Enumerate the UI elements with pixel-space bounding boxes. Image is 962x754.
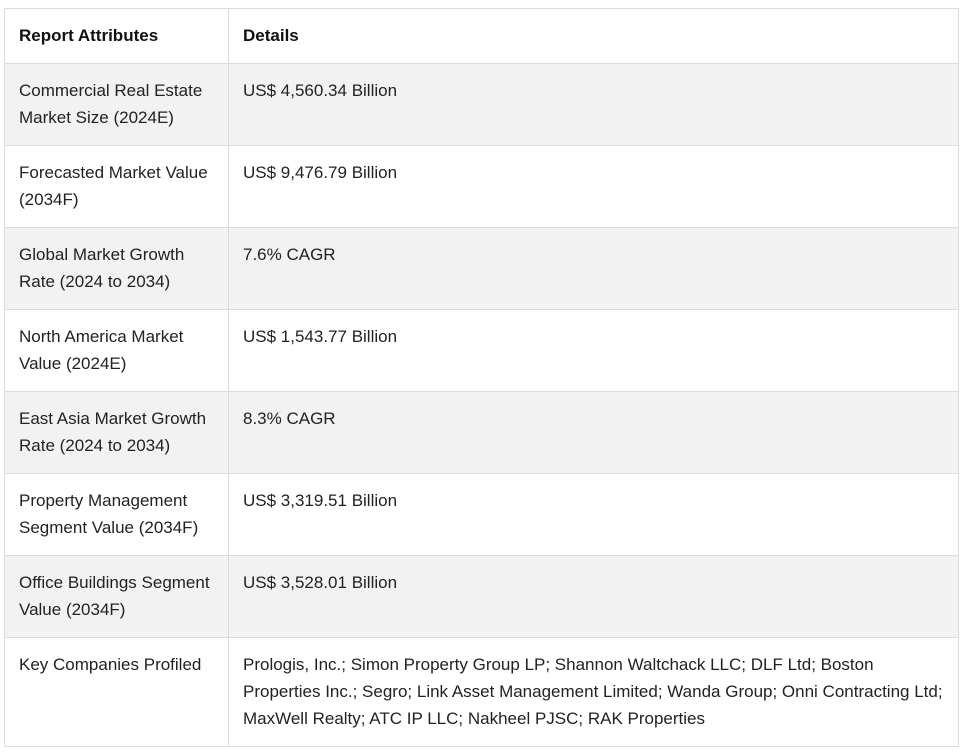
detail-cell: US$ 1,543.77 Billion: [228, 309, 959, 392]
attribute-cell: North America Market Value (2024E): [4, 309, 229, 392]
report-attributes-table: Report Attributes Details Commercial Rea…: [4, 8, 959, 747]
attribute-cell: Forecasted Market Value (2034F): [4, 145, 229, 228]
attribute-cell: Key Companies Profiled: [4, 637, 229, 747]
table-row: Forecasted Market Value (2034F) US$ 9,47…: [4, 145, 959, 228]
attribute-cell: Property Management Segment Value (2034F…: [4, 473, 229, 556]
table-row: Office Buildings Segment Value (2034F) U…: [4, 555, 959, 638]
detail-cell: US$ 3,528.01 Billion: [228, 555, 959, 638]
detail-cell: 7.6% CAGR: [228, 227, 959, 310]
attribute-cell: Commercial Real Estate Market Size (2024…: [4, 63, 229, 146]
table-row: Property Management Segment Value (2034F…: [4, 473, 959, 556]
detail-cell: Prologis, Inc.; Simon Property Group LP;…: [228, 637, 959, 747]
attribute-cell: Office Buildings Segment Value (2034F): [4, 555, 229, 638]
header-details: Details: [228, 8, 959, 64]
table-row: North America Market Value (2024E) US$ 1…: [4, 309, 959, 392]
attribute-cell: East Asia Market Growth Rate (2024 to 20…: [4, 391, 229, 474]
detail-cell: US$ 9,476.79 Billion: [228, 145, 959, 228]
detail-cell: US$ 4,560.34 Billion: [228, 63, 959, 146]
table-header-row: Report Attributes Details: [4, 8, 959, 64]
table-row: Commercial Real Estate Market Size (2024…: [4, 63, 959, 146]
detail-cell: US$ 3,319.51 Billion: [228, 473, 959, 556]
detail-cell: 8.3% CAGR: [228, 391, 959, 474]
header-report-attributes: Report Attributes: [4, 8, 229, 64]
attribute-cell: Global Market Growth Rate (2024 to 2034): [4, 227, 229, 310]
table-row: East Asia Market Growth Rate (2024 to 20…: [4, 391, 959, 474]
table-row: Global Market Growth Rate (2024 to 2034)…: [4, 227, 959, 310]
table-row: Key Companies Profiled Prologis, Inc.; S…: [4, 637, 959, 747]
